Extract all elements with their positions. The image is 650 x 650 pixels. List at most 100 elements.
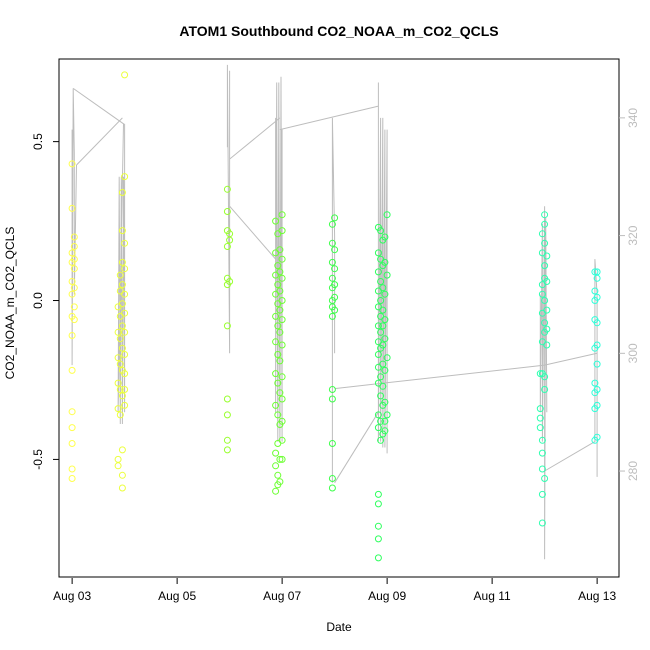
data-point	[121, 265, 129, 273]
data-point	[541, 220, 549, 228]
y-axis-right: 280 300 320 340	[619, 108, 640, 481]
data-point	[541, 239, 549, 247]
data-point	[538, 290, 546, 298]
data-point	[591, 379, 599, 387]
data-point	[377, 227, 385, 235]
data-point	[121, 370, 129, 378]
data-point	[121, 290, 129, 298]
data-point	[381, 258, 389, 266]
data-point	[377, 328, 385, 336]
data-point	[538, 449, 546, 457]
data-point	[278, 297, 286, 304]
data-point	[70, 255, 78, 263]
data-point	[121, 173, 129, 181]
y-tick-label: -0.5	[31, 449, 45, 470]
data-point	[118, 322, 126, 330]
data-point	[374, 535, 382, 543]
data-point	[118, 189, 126, 196]
data-point	[374, 411, 382, 419]
data-point	[328, 274, 336, 282]
data-point	[70, 265, 78, 273]
x-tick-label: Aug 05	[158, 589, 196, 603]
y-tick-label: 0.5	[31, 133, 45, 150]
data-point	[223, 185, 231, 193]
y-axis-left: -0.5 0.0 0.5	[31, 133, 59, 470]
data-point	[118, 484, 126, 492]
y2-tick-label: 300	[626, 343, 640, 363]
data-point	[331, 306, 339, 314]
data-point	[383, 354, 391, 362]
data-point	[223, 436, 231, 444]
data-point	[68, 204, 76, 212]
data-point	[381, 417, 389, 425]
data-point	[543, 278, 551, 285]
data-point	[223, 322, 231, 330]
data-point	[377, 417, 385, 425]
data-point	[274, 471, 282, 479]
data-point	[536, 424, 544, 432]
data-point	[121, 239, 129, 247]
y2-tick-label: 340	[626, 108, 640, 128]
trace-line	[334, 352, 598, 390]
trace-line	[275, 76, 283, 442]
data-point	[536, 414, 544, 422]
data-point	[70, 316, 78, 324]
data-point	[543, 341, 551, 349]
data-point	[538, 519, 546, 527]
data-point	[121, 328, 129, 336]
plot-frame	[58, 58, 620, 578]
data-point	[70, 303, 78, 311]
data-point	[381, 335, 389, 343]
data-point	[276, 287, 284, 295]
reference-trace	[71, 64, 598, 560]
data-point	[70, 284, 78, 292]
data-point	[276, 306, 284, 314]
data-point	[541, 373, 549, 381]
data-point	[591, 287, 599, 295]
data-point	[383, 211, 391, 219]
data-point	[593, 341, 601, 349]
data-point	[276, 268, 284, 276]
data-point	[226, 278, 234, 285]
data-point	[593, 386, 601, 393]
data-point	[328, 475, 336, 482]
data-point	[278, 436, 286, 444]
data-point	[114, 379, 122, 387]
data-point	[374, 351, 382, 358]
data-point	[328, 312, 336, 320]
data-point	[541, 297, 549, 304]
data-point	[68, 332, 76, 339]
data-point	[116, 411, 124, 419]
y2-tick-label: 280	[626, 461, 640, 481]
data-point	[68, 249, 76, 257]
data-point	[223, 411, 231, 419]
trace-line	[71, 88, 77, 366]
data-point	[223, 446, 231, 454]
data-point	[272, 370, 280, 378]
data-point	[118, 281, 126, 289]
x-axis-label: Date	[326, 620, 352, 634]
data-point	[379, 341, 387, 349]
data-point	[381, 316, 389, 324]
data-point	[383, 271, 391, 279]
data-point	[593, 293, 601, 301]
data-points	[68, 71, 601, 562]
chart-title: ATOM1 Southbound CO2_NOAA_m_CO2_QCLS	[179, 23, 498, 39]
data-point	[543, 306, 551, 314]
data-point	[278, 417, 286, 425]
data-point	[374, 490, 382, 498]
data-point	[381, 427, 389, 435]
data-point	[272, 449, 280, 457]
data-point	[114, 405, 122, 413]
data-point	[278, 211, 286, 219]
data-point	[328, 258, 336, 266]
data-point	[374, 522, 382, 530]
data-point	[276, 478, 284, 486]
data-point	[114, 455, 122, 463]
data-point	[68, 440, 76, 447]
data-point	[121, 351, 129, 358]
data-point	[593, 433, 601, 441]
trace-line	[229, 205, 276, 260]
data-point	[272, 338, 280, 346]
